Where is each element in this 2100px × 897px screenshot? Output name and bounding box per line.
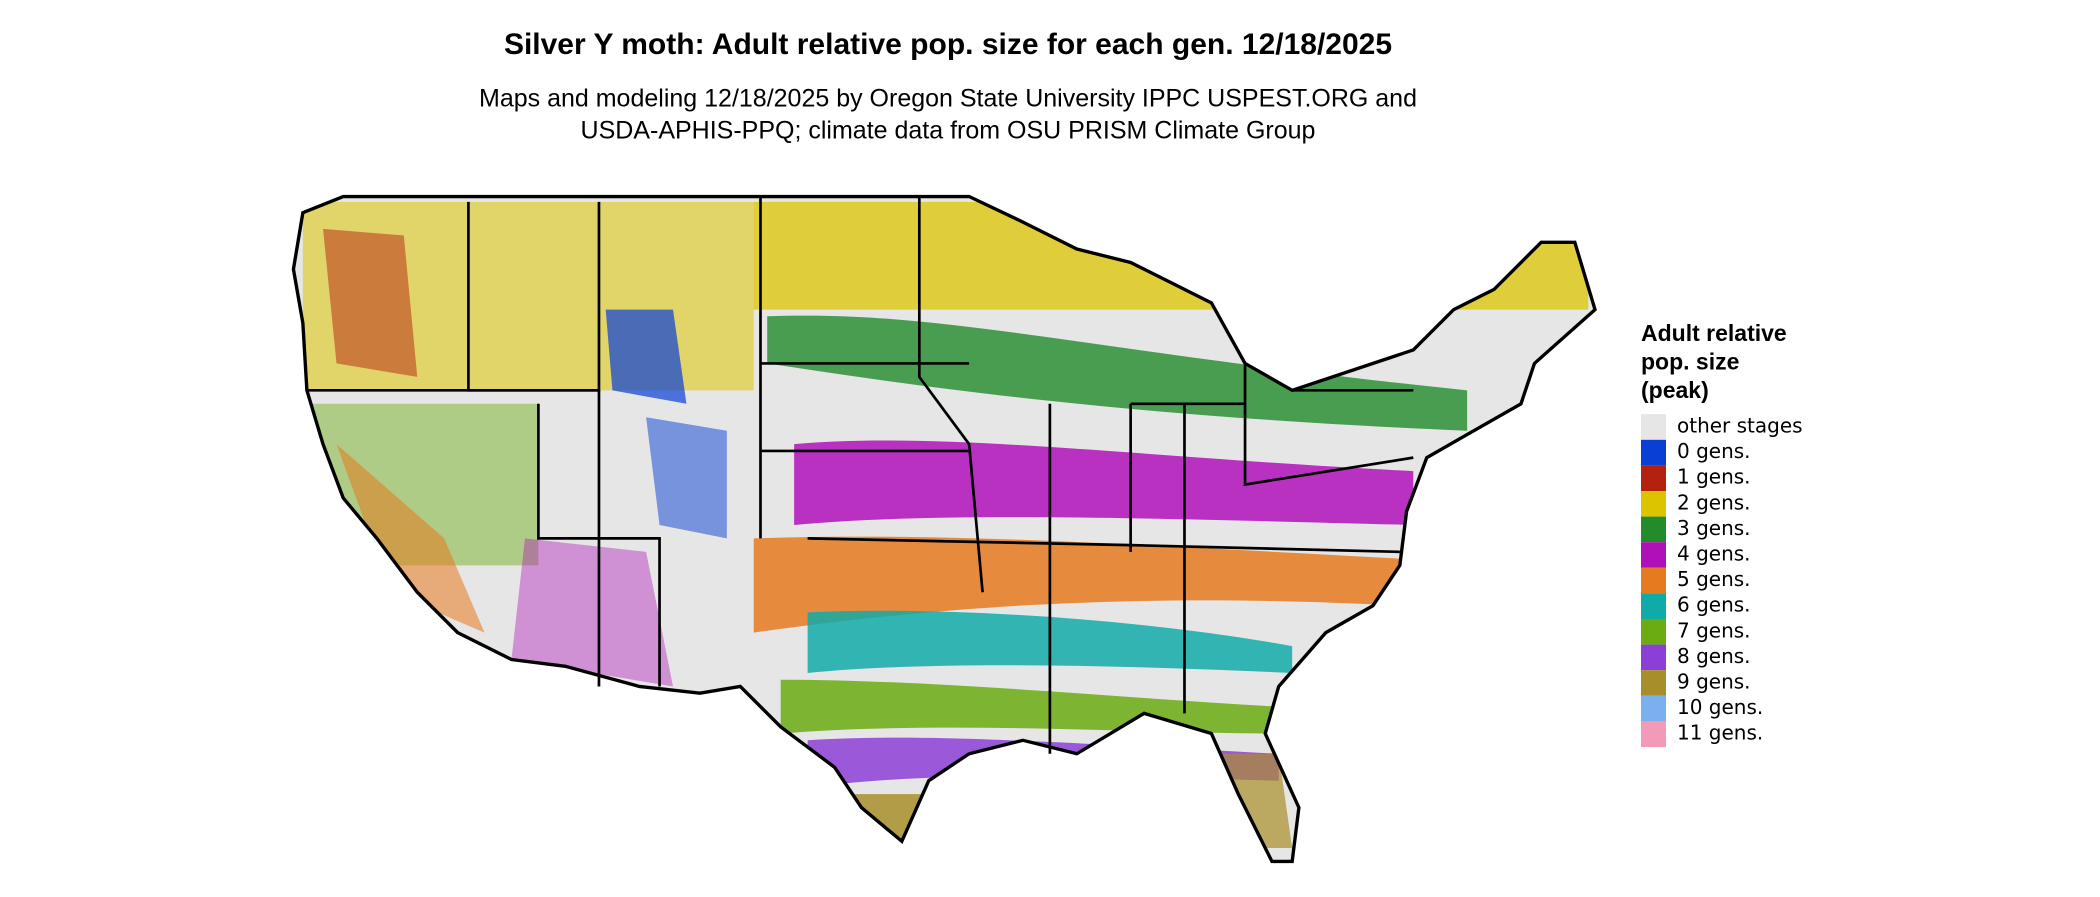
subtitle-line: Maps and modeling 12/18/2025 by Oregon S… [479, 85, 1417, 113]
legend-swatch [1641, 619, 1666, 645]
legend-swatch [1641, 542, 1666, 568]
legend-swatch [1641, 491, 1666, 517]
legend-swatch [1641, 414, 1666, 440]
legend-swatch [1641, 567, 1666, 594]
legend-swatch [1641, 593, 1666, 619]
us-map [291, 194, 1597, 864]
legend-label: 2 gens. [1677, 490, 1751, 514]
legend-label: 9 gens. [1677, 670, 1751, 694]
legend-swatch [1641, 695, 1666, 722]
legend-swatch [1641, 644, 1666, 671]
legend-label: 10 gens. [1677, 695, 1763, 719]
subtitle-line: USDA-APHIS-PPQ; climate data from OSU PR… [581, 117, 1316, 145]
legend-swatch [1641, 721, 1666, 747]
legend-swatch [1641, 465, 1666, 491]
legend-swatch [1641, 516, 1666, 543]
legend-title: pop. size [1641, 349, 1739, 375]
legend-label: 7 gens. [1677, 618, 1751, 642]
legend-swatch [1641, 439, 1666, 466]
legend-label: 0 gens. [1677, 439, 1751, 463]
legend-swatch [1641, 670, 1666, 696]
legend-title: Adult relative [1641, 320, 1787, 346]
legend-label: 4 gens. [1677, 542, 1751, 566]
legend-label: other stages [1677, 414, 1803, 438]
legend-label: 11 gens. [1677, 721, 1763, 745]
legend-label: 1 gens. [1677, 465, 1751, 489]
legend-label: 8 gens. [1677, 644, 1751, 668]
legend-label: 6 gens. [1677, 593, 1751, 617]
map-title: Silver Y moth: Adult relative pop. size … [504, 28, 1392, 61]
legend-label: 5 gens. [1677, 567, 1751, 591]
legend-label: 3 gens. [1677, 516, 1751, 540]
legend-title: (peak) [1641, 377, 1709, 403]
